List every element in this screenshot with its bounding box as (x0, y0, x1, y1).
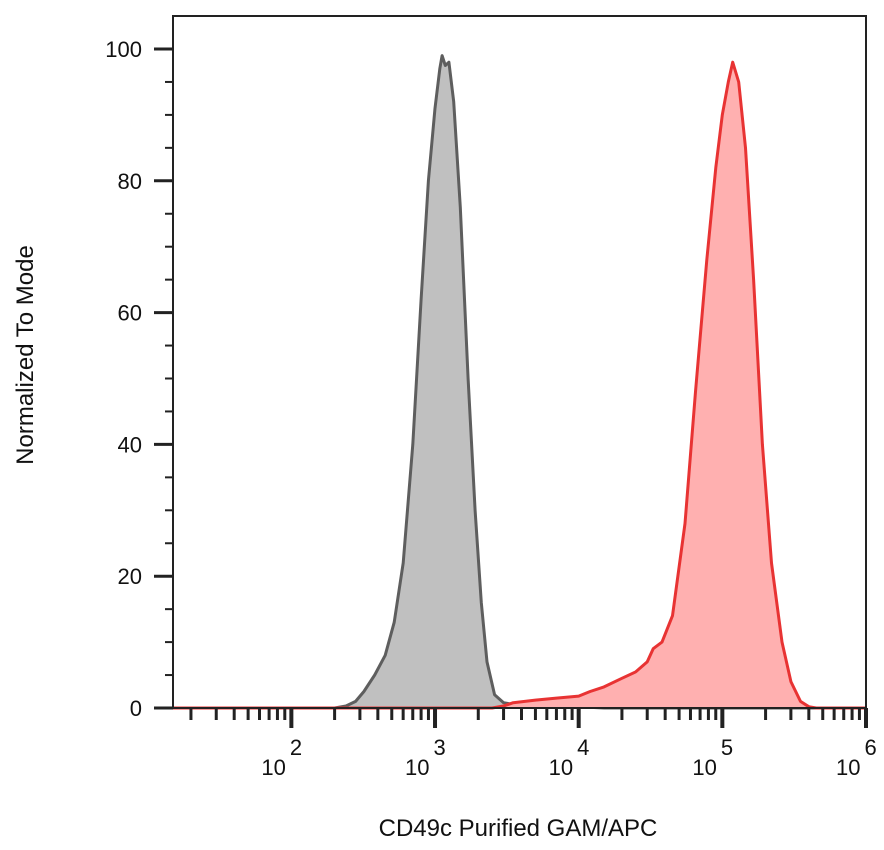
x-axis-title: CD49c Purified GAM/APC (379, 815, 658, 842)
x-tick-exponent: 3 (434, 735, 446, 760)
y-axis: 0 20 40 60 80 100 (105, 37, 173, 721)
y-tick-label: 0 (130, 696, 142, 721)
x-tick-base: 10 (549, 755, 573, 780)
y-tick-label: 60 (118, 301, 142, 326)
x-tick-label: 104 (549, 735, 590, 780)
x-tick-base: 10 (836, 755, 860, 780)
x-tick-label: 102 (261, 735, 302, 780)
y-tick-label: 80 (118, 169, 142, 194)
x-tick-label: 106 (836, 735, 877, 780)
x-tick-exponent: 2 (290, 735, 302, 760)
x-tick-base: 10 (261, 755, 285, 780)
x-tick-label: 105 (692, 735, 733, 780)
x-tick-exponent: 6 (864, 735, 876, 760)
series-2-line (173, 60, 866, 710)
y-tick-label: 100 (105, 37, 142, 62)
y-tick-label: 40 (118, 432, 142, 457)
x-tick-base: 10 (692, 755, 716, 780)
x-tick-label: 103 (405, 735, 446, 780)
x-tick-base: 10 (405, 755, 429, 780)
y-tick-label: 20 (118, 564, 142, 589)
plot-area (173, 54, 866, 710)
plot-frame (172, 15, 867, 709)
x-tick-exponent: 5 (721, 735, 733, 760)
x-tick-exponent: 4 (577, 735, 589, 760)
series-2-fill (173, 62, 866, 708)
y-axis-title: Normalized To Mode (12, 245, 39, 465)
